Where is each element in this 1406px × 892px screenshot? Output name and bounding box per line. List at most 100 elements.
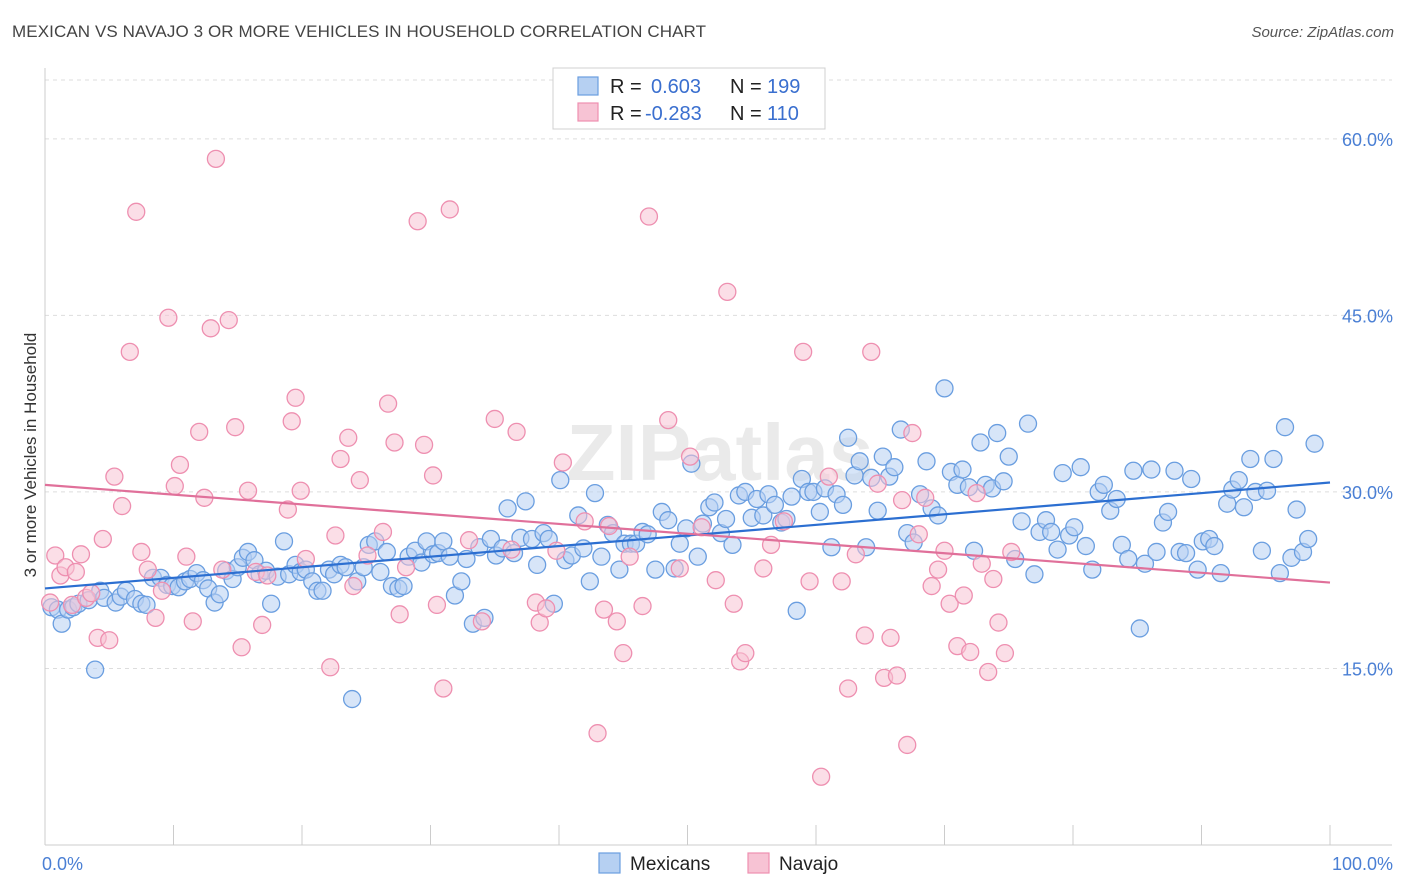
point-navajo xyxy=(940,594,959,613)
point-mexicans xyxy=(1053,463,1072,483)
point-mexicans xyxy=(646,560,665,579)
point-navajo xyxy=(979,662,998,682)
point-navajo xyxy=(967,483,986,503)
point-navajo xyxy=(286,388,305,407)
bottom-legend-swatch-mexicans xyxy=(598,852,621,874)
point-navajo xyxy=(226,418,245,437)
point-navajo xyxy=(736,644,755,663)
point-navajo xyxy=(485,409,504,429)
point-mexicans xyxy=(1176,543,1196,563)
legend-r-value-navajo: -0.283 xyxy=(645,103,702,125)
point-mexicans xyxy=(1287,500,1306,519)
point-navajo xyxy=(607,612,626,631)
point-mexicans xyxy=(688,547,707,566)
point-mexicans xyxy=(935,379,954,398)
trend-line-navajo xyxy=(44,483,1331,584)
point-navajo xyxy=(846,545,865,564)
point-navajo xyxy=(588,724,607,743)
point-mexicans xyxy=(723,535,742,555)
point-navajo xyxy=(954,586,973,605)
point-navajo xyxy=(213,560,232,579)
point-navajo xyxy=(659,410,678,430)
point-navajo xyxy=(390,605,409,624)
trend-line-mexicans xyxy=(44,481,1331,590)
point-navajo xyxy=(206,149,226,169)
point-navajo xyxy=(599,516,619,536)
point-navajo xyxy=(146,608,165,628)
point-mexicans xyxy=(1065,518,1084,537)
point-navajo xyxy=(811,767,831,786)
point-navajo xyxy=(46,546,65,565)
point-mexicans xyxy=(528,555,547,575)
point-mexicans xyxy=(551,471,570,490)
x-tick-labels: 0.0% 100.0% xyxy=(42,854,1393,874)
point-mexicans xyxy=(377,542,396,562)
point-navajo xyxy=(112,496,132,516)
point-mexicans xyxy=(1147,542,1166,562)
point-navajo xyxy=(916,488,935,507)
point-navajo xyxy=(331,449,350,469)
point-navajo xyxy=(868,474,887,493)
point-mexicans xyxy=(336,558,355,577)
point-navajo xyxy=(553,453,573,472)
point-mexicans xyxy=(85,660,105,679)
x-tick-label: 100.0% xyxy=(1332,854,1393,874)
point-mexicans xyxy=(1205,536,1224,556)
point-mexicans xyxy=(868,501,887,520)
point-navajo xyxy=(414,435,434,454)
point-mexicans xyxy=(971,433,990,452)
point-navajo xyxy=(93,529,112,549)
point-navajo xyxy=(537,599,556,618)
point-mexicans xyxy=(810,502,830,522)
point-navajo xyxy=(961,642,980,662)
point-navajo xyxy=(800,572,819,591)
point-navajo xyxy=(989,613,1008,632)
point-navajo xyxy=(159,308,178,327)
point-navajo xyxy=(440,200,459,219)
point-mexicans xyxy=(1076,536,1095,556)
legend-n-value-navajo: 110 xyxy=(767,103,799,125)
point-navajo xyxy=(794,342,813,362)
point-navajo xyxy=(344,576,363,596)
point-mexicans xyxy=(262,594,281,613)
point-navajo xyxy=(238,481,258,500)
point-navajo xyxy=(423,466,443,485)
point-mexicans xyxy=(1158,502,1178,522)
point-navajo xyxy=(774,512,794,531)
point-navajo xyxy=(434,679,453,698)
series-navajo xyxy=(40,149,1021,786)
point-mexicans xyxy=(1257,481,1277,500)
legend-box: R = 0.603 N = 199 R = -0.283 N = 110 xyxy=(552,67,826,130)
point-mexicans xyxy=(1305,434,1324,453)
point-navajo xyxy=(614,644,633,663)
point-navajo xyxy=(881,628,900,648)
point-navajo xyxy=(296,549,316,569)
legend-n-label-navajo: N = xyxy=(730,103,762,125)
point-navajo xyxy=(832,572,851,591)
point-mexicans xyxy=(1165,461,1184,480)
point-navajo xyxy=(639,207,659,226)
point-mexicans xyxy=(1124,461,1143,480)
y-tick-label: 30.0% xyxy=(1342,483,1393,503)
legend-r-value-mexicans: 0.603 xyxy=(651,76,701,98)
point-mexicans xyxy=(1264,449,1283,469)
point-navajo xyxy=(170,455,190,475)
point-mexicans xyxy=(1299,529,1318,549)
point-navajo xyxy=(995,644,1015,663)
y-axis-label: 3 or more Vehicles in Household xyxy=(21,333,40,578)
axes xyxy=(44,68,1392,846)
point-navajo xyxy=(706,571,725,590)
point-navajo xyxy=(633,596,652,616)
point-mexicans xyxy=(1130,619,1149,638)
point-navajo xyxy=(138,560,157,579)
point-mexicans xyxy=(371,562,390,582)
point-navajo xyxy=(718,282,737,301)
point-mexicans xyxy=(1025,565,1044,584)
point-mexicans xyxy=(822,538,841,557)
point-navajo xyxy=(165,476,184,496)
point-navajo xyxy=(408,212,427,231)
point-navajo xyxy=(350,471,369,490)
point-navajo xyxy=(378,394,398,413)
point-mexicans xyxy=(137,595,156,615)
point-navajo xyxy=(278,500,298,519)
